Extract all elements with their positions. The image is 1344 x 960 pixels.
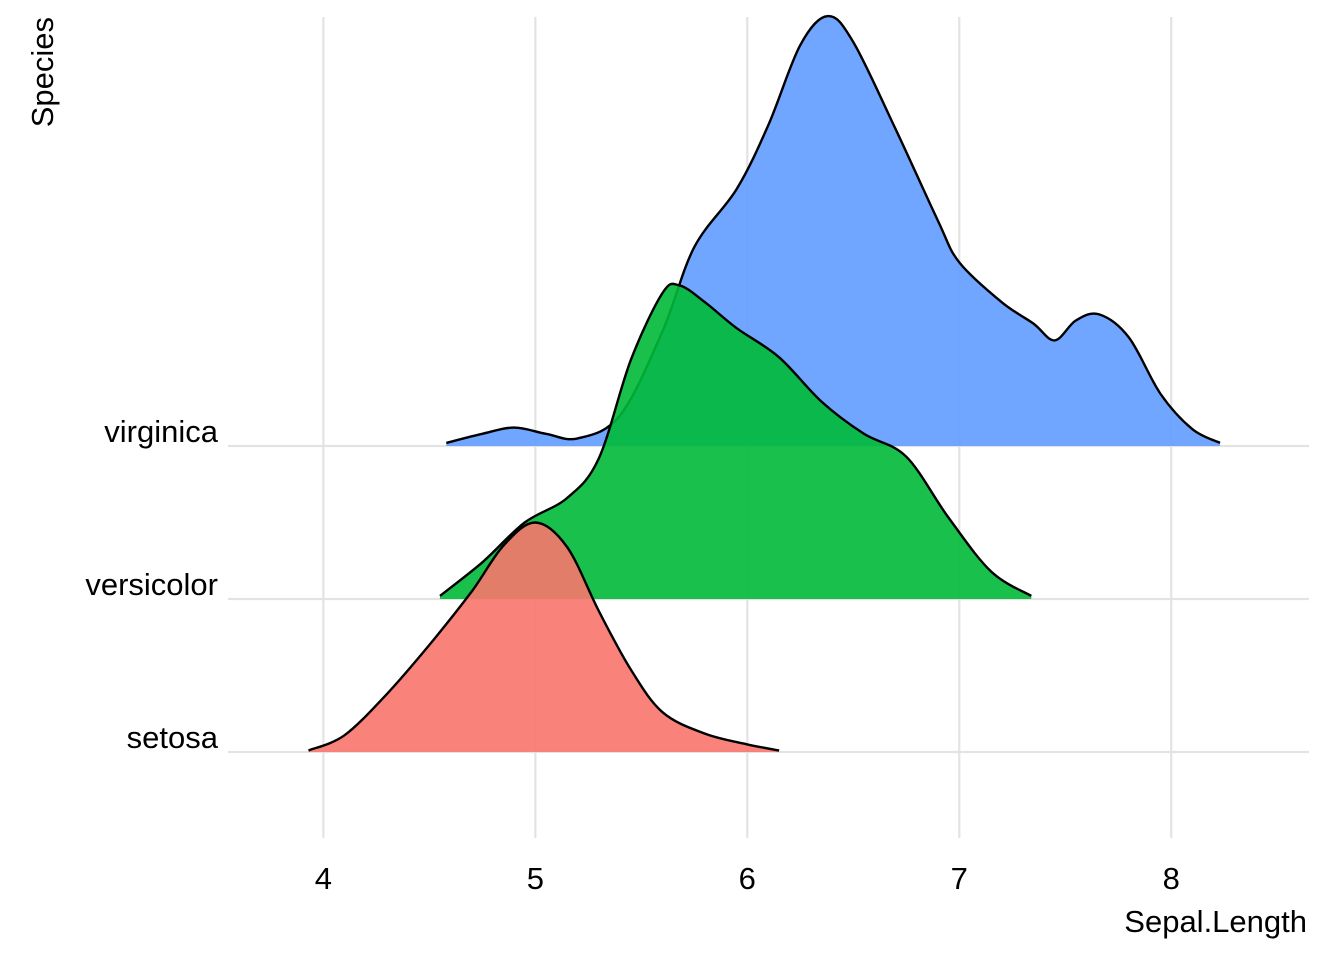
ridge-versicolor [439,282,1032,599]
x-tick-label-6: 6 [739,861,756,896]
ridge-outline-versicolor [439,282,1032,597]
x-axis-tick-labels: 4 5 6 7 8 [315,861,1180,896]
y-tick-label-versicolor: versicolor [85,567,218,602]
ridge-virginica [446,14,1221,447]
density-ridges [308,14,1221,752]
y-axis-tick-labels: setosa versicolor virginica [85,414,218,755]
y-tick-label-setosa: setosa [127,720,219,755]
x-tick-label-7: 7 [951,861,968,896]
ridge-setosa [308,521,780,752]
x-tick-label-4: 4 [315,861,332,896]
y-tick-label-virginica: virginica [104,414,218,449]
x-tick-label-5: 5 [527,861,544,896]
x-tick-label-8: 8 [1163,861,1180,896]
ridge-outline-setosa [308,521,780,752]
y-axis-title: Species [25,17,60,127]
ridge-outline-virginica [446,14,1221,445]
ridge-fill-setosa [308,522,780,752]
ridge-fill-virginica [446,16,1220,447]
x-axis-title: Sepal.Length [1124,904,1307,939]
ridge-fill-versicolor [440,283,1032,599]
